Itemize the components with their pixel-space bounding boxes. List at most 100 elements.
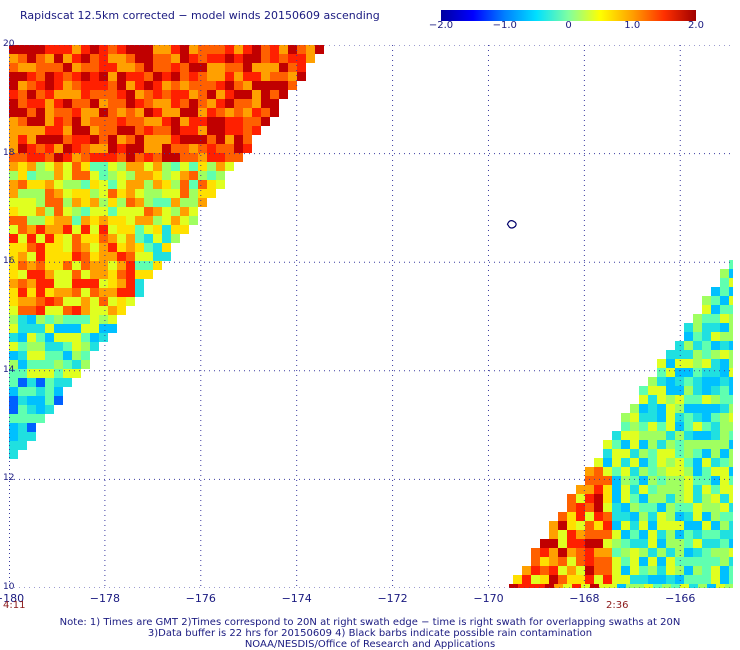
swath-cell <box>36 108 45 117</box>
swath-cell <box>198 198 207 207</box>
swath-cell <box>558 557 567 566</box>
swath-cell <box>27 378 36 387</box>
swath-cell <box>261 54 270 63</box>
swath-cell <box>117 234 126 243</box>
swath-cell <box>252 45 261 54</box>
swath-cell <box>27 72 36 81</box>
swath-cell <box>702 413 711 422</box>
swath-cell <box>576 530 585 539</box>
swath-cell <box>36 234 45 243</box>
swath-cell <box>72 126 81 135</box>
swath-cell <box>693 323 702 332</box>
swath-cell <box>18 306 27 315</box>
swath-cell <box>621 440 630 449</box>
swath-cell <box>648 431 657 440</box>
swath-cell <box>693 575 702 584</box>
swath-cell <box>54 153 63 162</box>
swath-cell <box>144 234 153 243</box>
swath-cell <box>27 45 36 54</box>
swath-cell <box>648 485 657 494</box>
grid-lines <box>9 45 733 588</box>
swath-cell <box>594 566 603 575</box>
swath-cell <box>711 386 720 395</box>
swath-cell <box>180 99 189 108</box>
swath-cell <box>90 225 99 234</box>
swath-cell <box>45 108 54 117</box>
swath-cell <box>729 323 733 332</box>
swath-cell <box>684 539 693 548</box>
swath-cell <box>540 557 549 566</box>
swath-cell <box>81 216 90 225</box>
swath-cell <box>72 162 81 171</box>
swath-cell <box>117 306 126 315</box>
swath-cell <box>72 297 81 306</box>
swath-cell <box>702 521 711 530</box>
swath-cell <box>198 144 207 153</box>
swath-cell <box>18 189 27 198</box>
swath-cell <box>171 90 180 99</box>
swath-cell <box>54 216 63 225</box>
swath-cell <box>54 207 63 216</box>
swath-cell <box>702 395 711 404</box>
swath-cell <box>54 306 63 315</box>
swath-cell <box>693 359 702 368</box>
swath-cell <box>18 396 27 405</box>
swath-cell <box>648 386 657 395</box>
swath-cell <box>126 252 135 261</box>
swath-cell <box>198 189 207 198</box>
swath-cell <box>558 548 567 557</box>
swath-cell <box>522 575 531 584</box>
swath-cell <box>252 63 261 72</box>
swath-cell <box>711 287 720 296</box>
swath-cell <box>657 449 666 458</box>
swath-cell <box>702 512 711 521</box>
swath-cell <box>18 234 27 243</box>
swath-cell <box>153 225 162 234</box>
swath-cell <box>180 117 189 126</box>
swath-cell <box>684 530 693 539</box>
swath-cell <box>549 557 558 566</box>
swath-cell <box>99 333 108 342</box>
swath-cell <box>711 413 720 422</box>
swath-cell <box>126 180 135 189</box>
swath-cell <box>18 252 27 261</box>
swath-cell <box>207 171 216 180</box>
swath-cell <box>144 81 153 90</box>
x-tick-label: −176 <box>185 592 216 605</box>
swath-cell <box>54 234 63 243</box>
swath-cell <box>675 521 684 530</box>
swath-cell <box>720 314 729 323</box>
swath-cell <box>545 584 554 588</box>
swath-cell <box>162 189 171 198</box>
swath-cell <box>99 54 108 63</box>
swath-cell <box>621 494 630 503</box>
swath-cell <box>666 458 675 467</box>
swath-cell <box>45 216 54 225</box>
x-tick-label: −180 <box>0 592 25 605</box>
swath-cell <box>729 557 733 566</box>
swath-cell <box>54 297 63 306</box>
swath-cell <box>639 503 648 512</box>
swath-cell <box>693 368 702 377</box>
swath-cell <box>54 63 63 72</box>
swath-cell <box>18 405 27 414</box>
swath-cell <box>657 377 666 386</box>
swath-cell <box>720 548 729 557</box>
swath-cell <box>693 494 702 503</box>
swath-cell <box>9 423 18 432</box>
swath-cell <box>270 45 279 54</box>
swath-cell <box>153 171 162 180</box>
swath-cell <box>45 333 54 342</box>
swath-cell <box>518 584 527 588</box>
swath-cell <box>162 135 171 144</box>
swath-cell <box>270 81 279 90</box>
swath-cell <box>189 180 198 189</box>
swath-cell <box>729 431 733 440</box>
note-line-3: NOAA/NESDIS/Office of Research and Appli… <box>244 639 496 650</box>
swath-cell <box>189 54 198 63</box>
swath-cell <box>9 351 18 360</box>
swath-cell <box>711 503 720 512</box>
swath-cell <box>9 45 18 54</box>
swath-cell <box>180 180 189 189</box>
swath-cell <box>135 198 144 207</box>
